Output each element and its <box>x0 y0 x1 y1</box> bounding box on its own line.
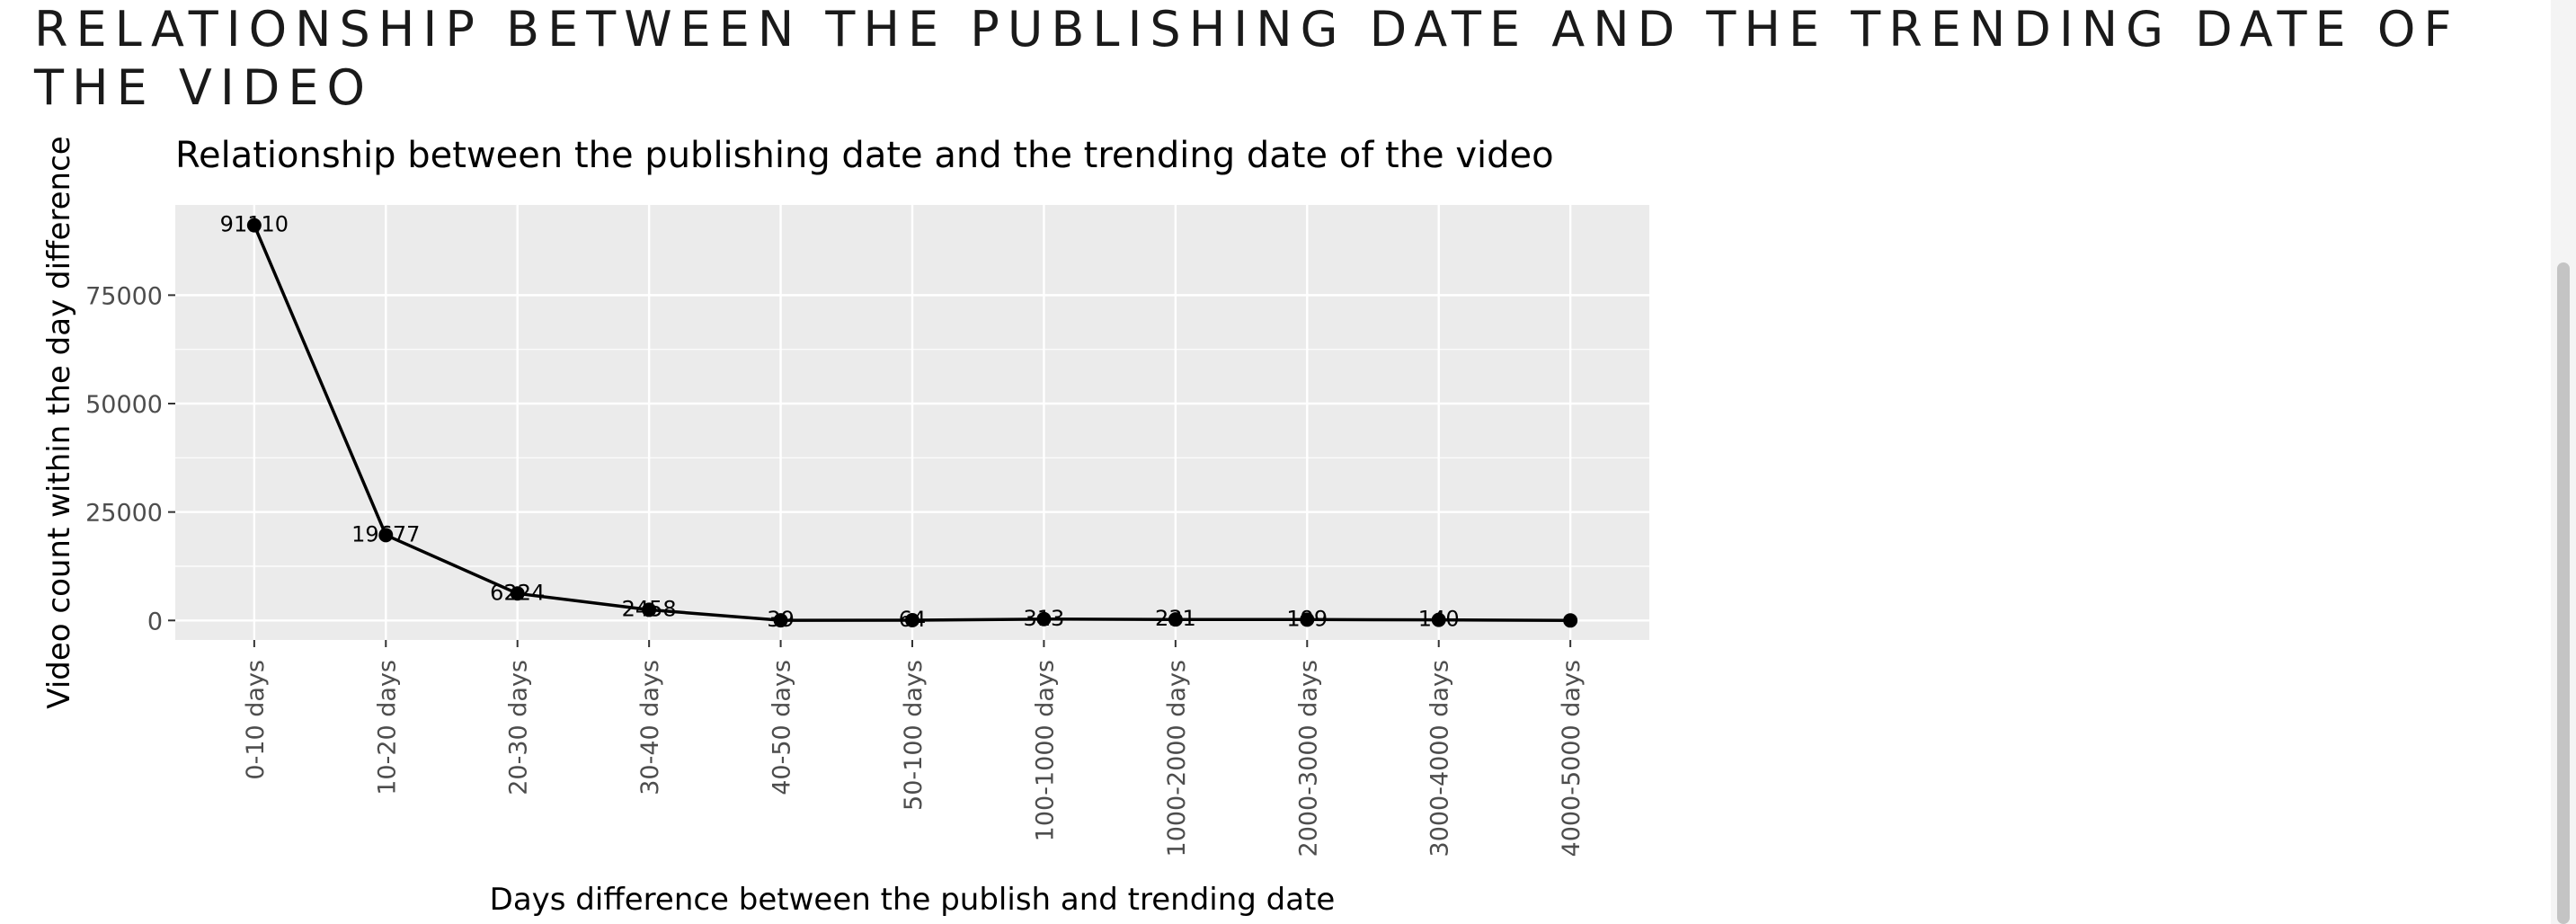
data-label: 19677 <box>351 521 420 546</box>
data-point <box>1168 612 1183 627</box>
x-tick-label: 2000-3000 days <box>1294 660 1322 857</box>
page-title: Relationship between the publishing date… <box>34 1 2460 116</box>
x-tick-label: 3000-4000 days <box>1426 660 1454 857</box>
data-label: 313 <box>1024 606 1065 631</box>
data-point <box>905 612 919 627</box>
data-label: 39 <box>767 607 795 632</box>
data-label: 231 <box>1155 606 1196 631</box>
data-point <box>246 218 262 233</box>
data-point <box>1300 612 1315 627</box>
y-tick-label: 50000 <box>85 391 163 419</box>
data-labels: 91110 19677 6224 2458 39 64 313 231 199 140 <box>220 212 1460 632</box>
x-tick-label: 40-50 days <box>768 660 796 795</box>
x-tick-label: 20-30 days <box>505 660 533 795</box>
data-point <box>510 586 525 601</box>
x-tick-label: 4000-5000 days <box>1558 660 1586 857</box>
x-tick-label: 0-10 days <box>242 660 270 780</box>
data-label: 199 <box>1286 606 1328 631</box>
y-axis-title: Video count within the day difference <box>41 136 77 708</box>
x-axis-title: Days difference between the publish and … <box>490 882 1336 918</box>
data-label: 6224 <box>490 580 545 605</box>
y-tick-label: 0 <box>147 608 163 635</box>
data-point <box>378 528 394 543</box>
series-line <box>246 218 1578 628</box>
x-tick-label: 50-100 days <box>900 660 928 811</box>
x-tick-label: 30-40 days <box>636 660 664 795</box>
x-tick-label: 1000-2000 days <box>1163 660 1191 857</box>
data-label: 2458 <box>622 596 677 621</box>
scrollbar-thumb[interactable] <box>2557 262 2570 924</box>
data-label: 91110 <box>220 212 289 237</box>
data-label: 140 <box>1418 607 1460 632</box>
axes: 0 25000 50000 75000 0-10 days 10-20 days 20-30… <box>85 282 1586 857</box>
data-point <box>773 613 788 628</box>
data-point <box>642 602 657 617</box>
y-tick-label: 75000 <box>85 282 163 310</box>
chart-title: Relationship between the publishing date… <box>175 135 1554 176</box>
y-tick-label: 25000 <box>85 500 163 528</box>
data-label: 64 <box>899 607 927 632</box>
x-tick-label: 10-20 days <box>373 660 401 795</box>
data-point <box>1036 611 1052 626</box>
data-point <box>1563 613 1578 628</box>
x-tick-label: 100-1000 days <box>1031 660 1059 841</box>
data-point <box>1431 612 1446 627</box>
